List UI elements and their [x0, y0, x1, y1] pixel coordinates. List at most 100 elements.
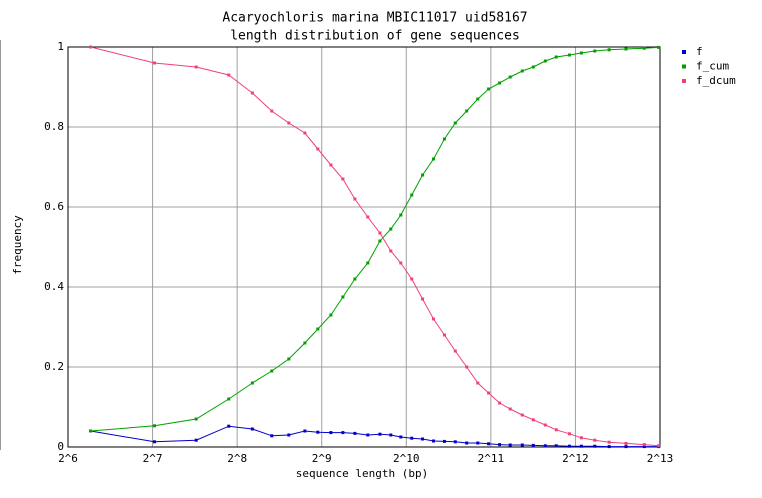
data-point: [498, 81, 502, 85]
data-point: [378, 432, 382, 436]
data-point: [554, 428, 558, 432]
data-point: [465, 109, 469, 113]
data-point: [432, 317, 436, 321]
data-point: [543, 423, 547, 427]
data-point: [341, 295, 345, 299]
data-point: [579, 436, 583, 440]
x-tick-label: 2^7: [143, 452, 163, 465]
data-point: [250, 91, 254, 95]
y-axis-label: frequency: [11, 215, 24, 275]
data-point: [227, 73, 231, 77]
data-point: [567, 444, 571, 448]
data-point: [476, 381, 480, 385]
data-point: [520, 443, 524, 447]
data-point: [624, 441, 628, 445]
data-point: [498, 443, 502, 447]
y-tick-label: 0.4: [44, 280, 64, 293]
data-point: [353, 197, 357, 201]
data-point: [287, 121, 291, 125]
y-tick-label: 0: [57, 440, 64, 453]
data-point: [303, 341, 307, 345]
series-line: [90, 46, 659, 447]
data-point: [593, 444, 597, 448]
data-point: [329, 431, 333, 435]
data-point: [316, 147, 320, 151]
data-point: [378, 239, 382, 243]
chart-subtitle: length distribution of gene sequences: [230, 29, 520, 44]
data-point: [287, 433, 291, 437]
data-point: [316, 430, 320, 434]
y-tick-label: 0.6: [44, 200, 64, 213]
data-point: [250, 381, 254, 385]
data-point: [303, 131, 307, 135]
data-point: [287, 357, 291, 361]
data-point: [366, 261, 370, 265]
data-point: [487, 442, 491, 446]
data-point: [531, 65, 535, 69]
data-point: [624, 445, 628, 449]
x-tick-label: 2^12: [562, 452, 589, 465]
x-tick-label: 2^13: [647, 452, 674, 465]
x-axis-label: sequence length (bp): [296, 467, 428, 480]
data-point: [152, 440, 156, 444]
data-point: [316, 327, 320, 331]
series-line: [90, 46, 659, 432]
data-point: [543, 59, 547, 63]
data-point: [579, 51, 583, 55]
data-point: [194, 438, 198, 442]
data-point: [642, 443, 646, 447]
data-point: [410, 436, 414, 440]
data-point: [453, 440, 457, 444]
data-point: [432, 157, 436, 161]
data-point: [353, 277, 357, 281]
data-point: [607, 48, 611, 52]
data-point: [389, 433, 393, 437]
data-point: [543, 444, 547, 448]
legend-label: f: [696, 45, 703, 58]
data-point: [531, 418, 535, 422]
data-point: [476, 97, 480, 101]
y-tick-label: 0.2: [44, 360, 64, 373]
x-tick-label: 2^8: [227, 452, 247, 465]
data-point: [498, 401, 502, 405]
data-point: [508, 443, 512, 447]
data-point: [152, 424, 156, 428]
legend-marker: [682, 79, 686, 83]
x-tick-label: 2^10: [393, 452, 420, 465]
x-tick-label: 2^6: [58, 452, 78, 465]
data-point: [399, 261, 403, 265]
data-point: [624, 47, 628, 51]
data-point: [410, 277, 414, 281]
y-tick-label: 0.8: [44, 120, 64, 133]
data-point: [89, 429, 93, 433]
data-point: [453, 349, 457, 353]
data-point: [270, 369, 274, 373]
data-point: [642, 445, 646, 449]
data-point: [389, 227, 393, 231]
data-point: [270, 109, 274, 113]
data-point: [487, 391, 491, 395]
data-point: [378, 231, 382, 235]
data-point: [227, 424, 231, 428]
legend-label: f_dcum: [696, 74, 736, 87]
data-point: [152, 61, 156, 65]
data-point: [508, 75, 512, 79]
data-point: [593, 49, 597, 53]
data-point: [421, 173, 425, 177]
data-point: [567, 432, 571, 436]
data-point: [567, 53, 571, 57]
data-point: [341, 177, 345, 181]
data-point: [227, 397, 231, 401]
data-point: [453, 121, 457, 125]
data-point: [399, 213, 403, 217]
data-point: [657, 444, 661, 448]
data-point: [531, 443, 535, 447]
series-line: [90, 425, 659, 448]
legend-marker: [682, 64, 686, 69]
data-point: [657, 45, 661, 49]
data-point: [194, 65, 198, 69]
data-point: [329, 313, 333, 317]
data-point: [554, 55, 558, 59]
data-point: [520, 413, 524, 417]
data-point: [579, 444, 583, 448]
